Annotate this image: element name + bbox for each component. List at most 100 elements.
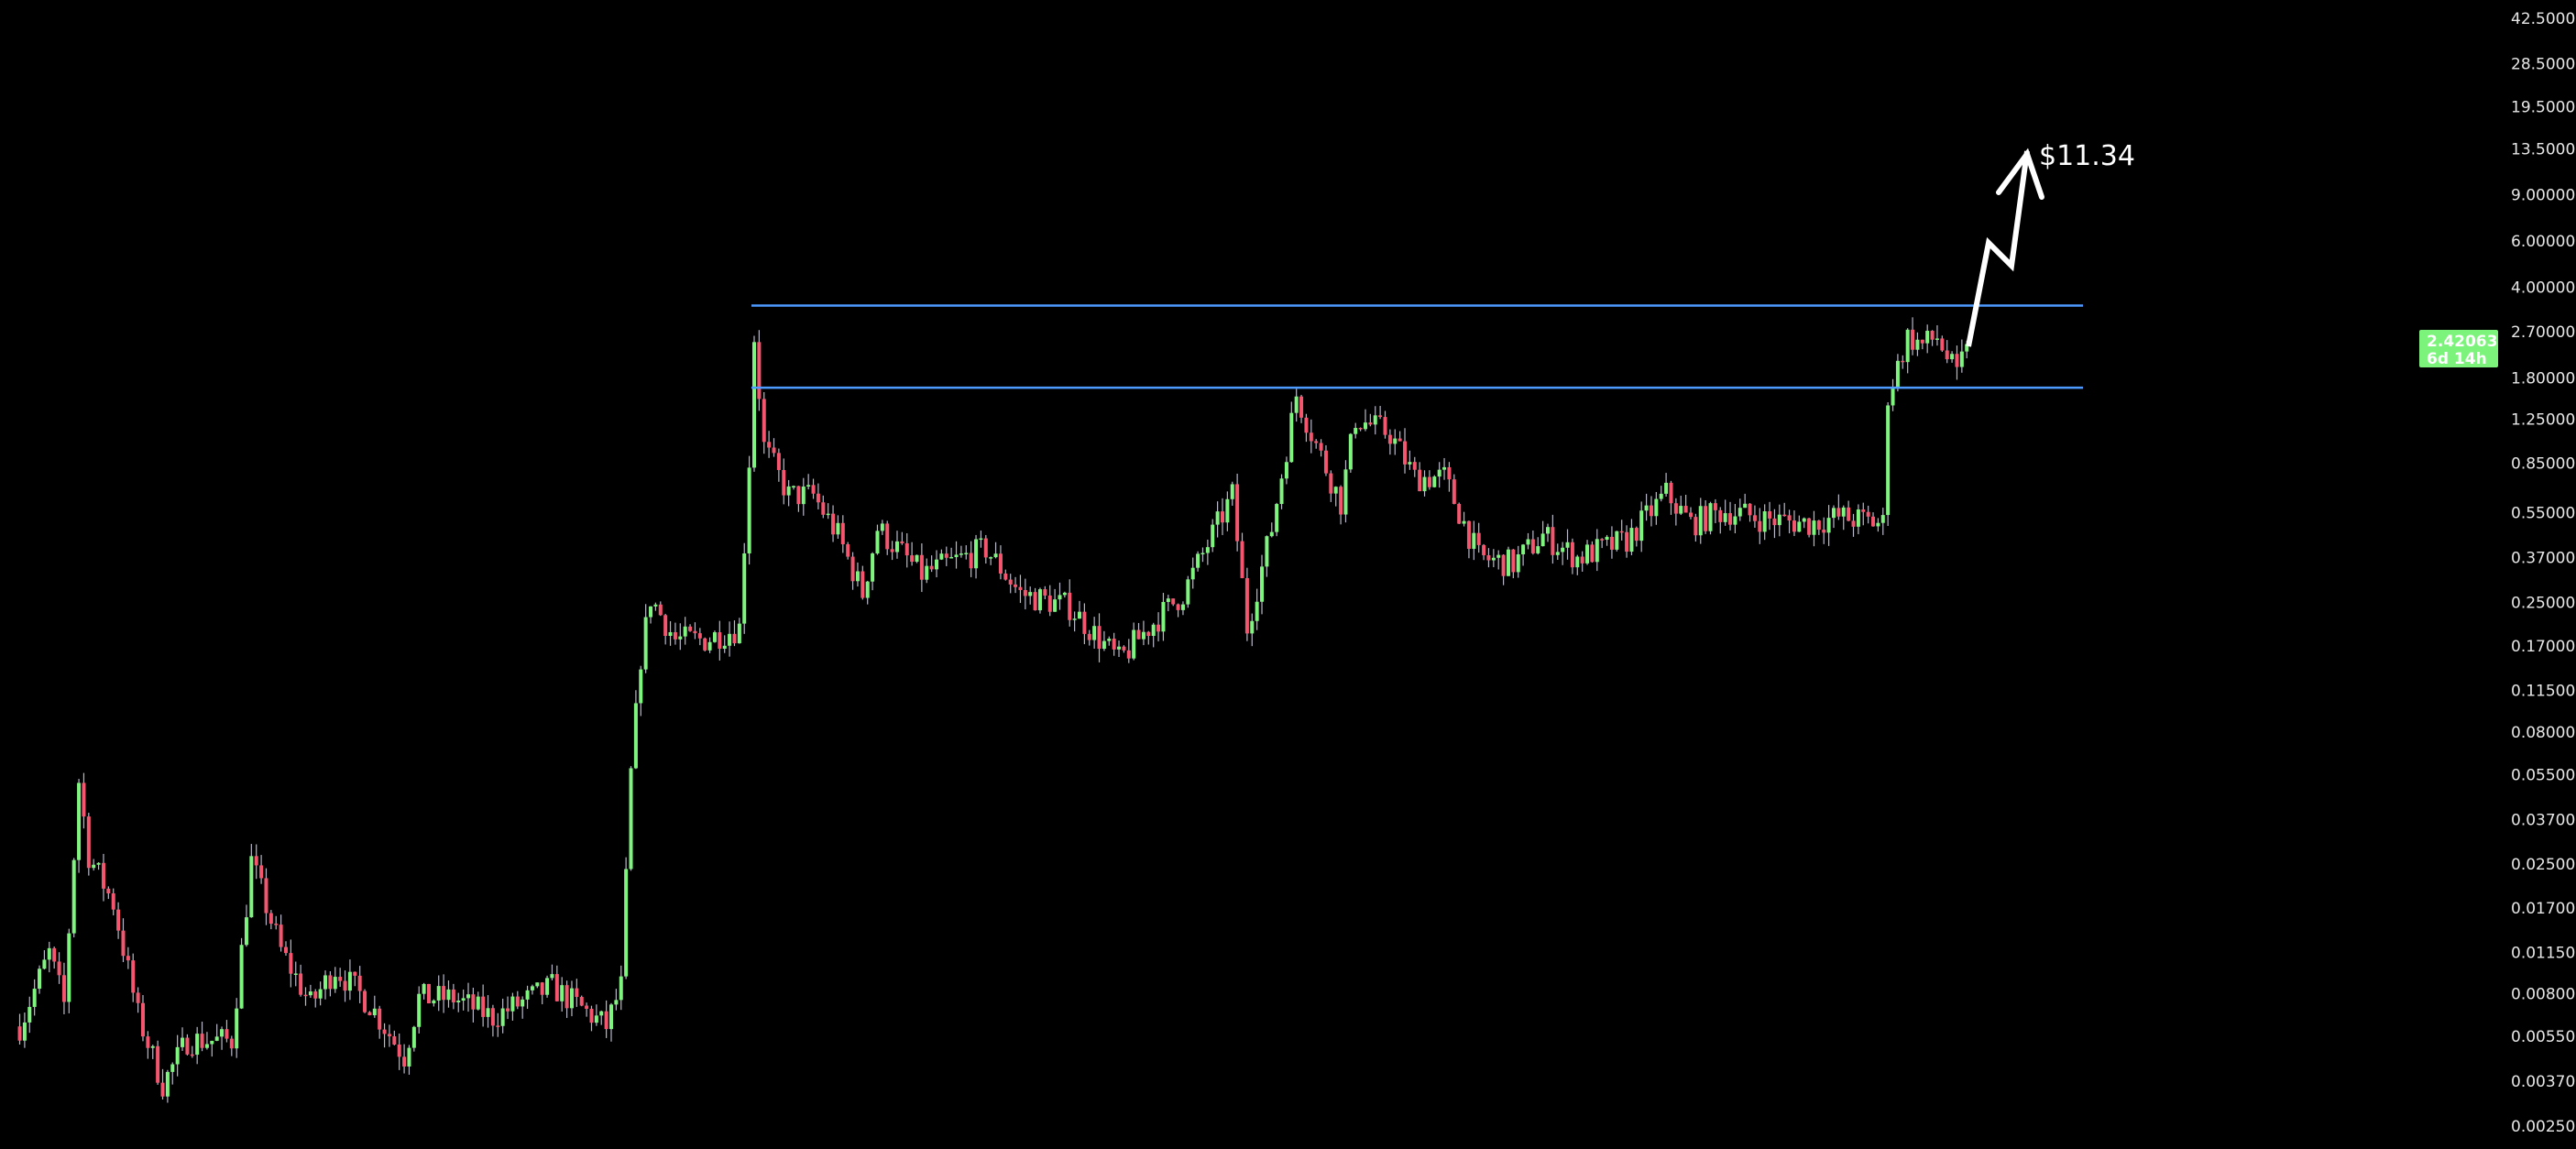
y-tick-label: 0.01700 xyxy=(2511,900,2575,918)
candle-body xyxy=(1398,438,1402,442)
candle-body xyxy=(1945,350,1949,360)
candle-body xyxy=(1807,518,1812,535)
candle-body xyxy=(175,1046,180,1065)
candle-body xyxy=(1752,515,1757,521)
candle-body xyxy=(170,1064,175,1072)
candle-body xyxy=(1625,531,1629,553)
candle-body xyxy=(1768,511,1772,519)
candle-body xyxy=(840,522,845,544)
candle-body xyxy=(195,1034,200,1056)
candle-body xyxy=(1354,428,1358,434)
candle-body xyxy=(1112,639,1116,650)
candle-body xyxy=(1782,514,1787,517)
y-tick-label: 0.00370 xyxy=(2511,1073,2575,1091)
candle-body xyxy=(1240,541,1244,578)
candle-body xyxy=(181,1037,185,1047)
candle-body xyxy=(678,636,683,640)
candle-body xyxy=(1200,553,1205,555)
candle-body xyxy=(1950,354,1955,360)
candle-body xyxy=(1758,520,1762,532)
candle-body xyxy=(1920,339,1924,344)
candle-body xyxy=(1600,539,1605,541)
candle-body xyxy=(998,553,1003,574)
candle-body xyxy=(1728,513,1733,525)
candle-body xyxy=(200,1034,204,1048)
candle-body xyxy=(1408,462,1412,465)
candle-body xyxy=(510,996,515,1012)
candle-body xyxy=(299,973,303,995)
candle-body xyxy=(1403,441,1408,465)
candle-body xyxy=(865,581,870,598)
candle-body xyxy=(432,1000,436,1004)
candle-body xyxy=(831,513,836,535)
candle-body xyxy=(969,553,973,569)
candle-body xyxy=(1669,482,1673,504)
candle-body xyxy=(703,638,707,651)
candle-body xyxy=(1718,509,1723,522)
candle-body xyxy=(1615,531,1619,550)
candle-body xyxy=(1132,629,1136,659)
candle-body xyxy=(728,633,732,646)
candle-body xyxy=(308,991,312,996)
candle-body xyxy=(1136,629,1141,640)
candle-body xyxy=(1683,506,1688,513)
candle-body xyxy=(1447,466,1452,480)
candle-body xyxy=(589,1008,594,1023)
candle-body xyxy=(712,632,717,642)
candle-body xyxy=(1309,432,1313,442)
candle-body xyxy=(1911,329,1915,350)
candle-body xyxy=(535,982,540,987)
candle-body xyxy=(550,974,554,979)
candle-body xyxy=(1037,589,1042,611)
candle-body xyxy=(1180,604,1185,610)
candle-body xyxy=(949,556,954,559)
candle-body xyxy=(1186,579,1190,605)
candle-body xyxy=(525,990,530,1000)
candle-body xyxy=(1329,473,1333,494)
candle-body xyxy=(871,553,875,582)
candle-body xyxy=(1348,433,1353,470)
candle-body xyxy=(683,626,687,637)
candle-body xyxy=(944,553,948,558)
candle-body xyxy=(964,553,969,555)
candle-body xyxy=(993,553,998,558)
candle-body xyxy=(1836,508,1841,517)
candle-body xyxy=(1215,511,1220,525)
candle-body xyxy=(1018,586,1023,590)
candle-body xyxy=(82,782,86,817)
candle-body xyxy=(343,980,347,991)
candle-body xyxy=(1294,396,1299,413)
candle-body xyxy=(515,996,520,1007)
candle-body xyxy=(333,977,337,990)
candle-body xyxy=(38,968,42,990)
candle-body xyxy=(693,630,697,634)
candle-body xyxy=(521,999,525,1007)
candle-body xyxy=(289,953,293,974)
candle-body xyxy=(160,1082,165,1097)
candle-body xyxy=(1482,544,1486,555)
candle-body xyxy=(1540,533,1545,547)
candle-body xyxy=(436,986,441,1001)
y-tick-label: 0.02500 xyxy=(2511,856,2575,874)
candle-body xyxy=(1255,601,1259,621)
candle-body xyxy=(673,631,677,640)
candle-body xyxy=(283,947,288,954)
candle-body xyxy=(885,523,890,550)
candle-body xyxy=(1014,584,1018,587)
candle-body xyxy=(530,986,534,990)
candle-body xyxy=(121,930,126,957)
candle-body xyxy=(757,342,762,399)
candle-body xyxy=(1501,554,1506,576)
projection-target-label: $11.34 xyxy=(2039,140,2135,172)
candle-body xyxy=(1619,531,1624,533)
candle-body xyxy=(146,1036,150,1048)
y-tick-label: 0.55000 xyxy=(2511,505,2575,523)
candle-body xyxy=(476,996,480,1010)
candle-body xyxy=(136,992,140,1003)
candle-body xyxy=(402,1056,407,1067)
candle-body xyxy=(1196,553,1200,568)
candle-body xyxy=(1792,520,1796,532)
